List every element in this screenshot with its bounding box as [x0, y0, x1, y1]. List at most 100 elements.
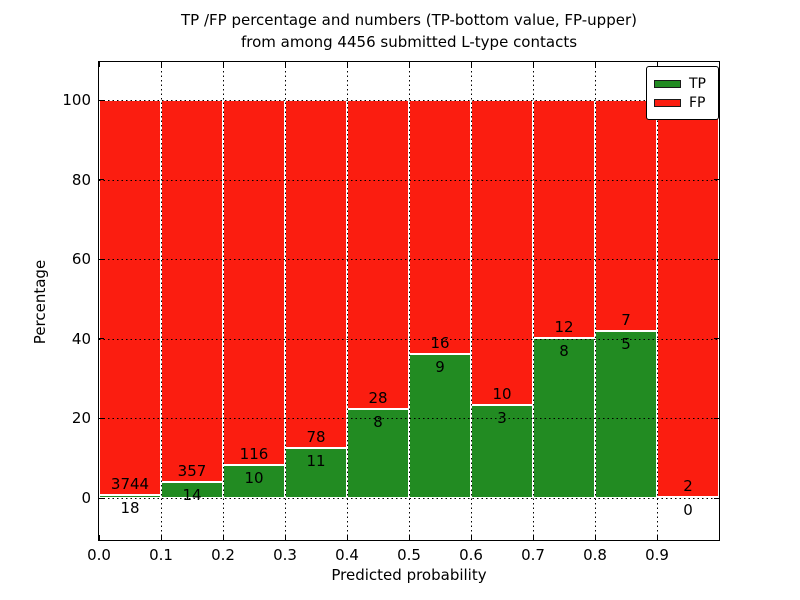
y-tick-mark	[714, 258, 719, 260]
x-tick-label: 0.7	[521, 546, 545, 564]
x-tick-mark	[718, 62, 720, 67]
y-tick-mark	[99, 179, 104, 181]
bar-count-labels: 3744 18 357 14 116 10 78 11 28 8 16 9 10 3 12 8 7 5 2 0	[99, 62, 719, 540]
x-tick-mark	[532, 62, 534, 67]
fp-count-label: 2	[683, 477, 693, 495]
fp-count-label: 3744	[110, 475, 150, 494]
gridline-vertical	[408, 62, 410, 540]
bar-segment-tp	[347, 409, 409, 498]
tp-count-label: 8	[373, 412, 383, 431]
chart-title-line2: from among 4456 submitted L-type contact…	[240, 33, 578, 51]
x-tick-label: 0.8	[583, 546, 607, 564]
bar-segment-tp	[285, 448, 347, 498]
x-tick-mark	[656, 535, 658, 540]
x-tick-mark	[408, 535, 410, 540]
x-tick-mark	[160, 535, 162, 540]
chart-title: TP /FP percentage and numbers (TP-bottom…	[99, 9, 719, 53]
y-tick-mark	[714, 338, 719, 340]
fp-count-label: 116	[239, 445, 269, 464]
x-tick-mark	[284, 535, 286, 540]
x-tick-mark	[284, 62, 286, 67]
y-tick-mark	[99, 497, 104, 499]
x-tick-label: 0.5	[397, 546, 421, 564]
x-tick-label: 0.9	[645, 546, 669, 564]
x-axis-label: Predicted probability	[331, 566, 487, 584]
tp-count-label: 18	[120, 499, 140, 518]
tp-count-label: 8	[559, 341, 569, 360]
x-tick-mark	[470, 535, 472, 540]
fp-count-label: 7	[621, 311, 631, 330]
x-tick-mark	[470, 62, 472, 67]
fp-count-label: 16	[430, 333, 450, 352]
y-tick-label: 100	[62, 91, 91, 109]
gridline-vertical	[656, 62, 658, 540]
bar-segment-fp	[223, 100, 285, 467]
y-tick-label: 80	[71, 170, 91, 189]
chart-title-line1: TP /FP percentage and numbers (TP-bottom…	[181, 11, 637, 29]
tp-legend-label: TP	[689, 75, 706, 92]
x-tick-mark	[408, 62, 410, 67]
y-tick-mark	[714, 417, 719, 419]
gridline-vertical	[222, 62, 224, 540]
gridline-vertical	[594, 62, 596, 540]
y-tick-mark	[99, 417, 104, 419]
y-tick-mark	[99, 99, 104, 101]
gridline-vertical	[470, 62, 472, 540]
x-tick-label: 0.4	[335, 546, 359, 564]
gridline-vertical	[532, 62, 534, 540]
x-tick-mark	[594, 535, 596, 540]
x-tick-mark	[222, 62, 224, 67]
gridline-vertical	[160, 62, 162, 540]
tp-count-label: 14	[182, 485, 202, 504]
y-tick-mark	[99, 258, 104, 260]
x-tick-label: 0.2	[211, 546, 235, 564]
bar-segment-fp	[657, 100, 719, 498]
x-tick-mark	[656, 62, 658, 67]
fp-count-label: 12	[554, 317, 574, 336]
x-tick-label: 0.6	[459, 546, 483, 564]
x-tick-mark	[346, 535, 348, 540]
x-tick-mark	[532, 535, 534, 540]
x-tick-label: 0.3	[273, 546, 297, 564]
x-tick-mark	[98, 535, 100, 540]
tp-count-label: 3	[497, 409, 507, 428]
bar-segment-fp	[595, 100, 657, 333]
y-tick-label: 60	[71, 250, 91, 269]
x-tick-label: 0.1	[149, 546, 173, 564]
gridline-vertical	[346, 62, 348, 540]
x-tick-mark	[160, 62, 162, 67]
fp-count-label: 357	[177, 461, 207, 480]
grid-layer	[98, 62, 720, 540]
fp-count-label: 28	[368, 388, 388, 407]
legend-item-fp: FP	[654, 94, 718, 111]
fp-legend-label: FP	[689, 94, 706, 111]
gridline-vertical	[284, 62, 286, 540]
x-tick-mark	[98, 62, 100, 67]
y-tick-label: 0	[81, 489, 91, 507]
tp-count-label: 9	[435, 357, 445, 376]
legend: TP FP	[646, 66, 719, 120]
tp-count-label: 0	[683, 501, 693, 519]
plot-area: 3744 18 357 14 116 10 78 11 28 8 16 9 10 3 12 8 7 5 2 0 TP …	[98, 61, 720, 541]
tp-count-label: 10	[244, 469, 264, 488]
x-tick-mark	[594, 62, 596, 67]
fp-count-label: 78	[306, 427, 326, 446]
bar-segment-fp	[347, 100, 409, 410]
legend-item-tp: TP	[654, 75, 718, 92]
y-tick-label: 40	[71, 329, 91, 348]
x-tick-mark	[718, 535, 720, 540]
tp-count-label: 5	[621, 335, 631, 354]
bar-segment-fp	[533, 100, 595, 339]
tp-count-label: 11	[306, 451, 326, 470]
x-tick-mark	[346, 62, 348, 67]
x-tick-label: 0.0	[87, 546, 111, 564]
y-tick-label: 20	[71, 409, 91, 428]
y-tick-mark	[99, 338, 104, 340]
y-tick-mark	[714, 179, 719, 181]
y-tick-mark	[714, 497, 719, 499]
bar-segment-tp	[471, 406, 533, 498]
x-tick-mark	[222, 535, 224, 540]
tp-legend-swatch	[654, 79, 681, 88]
fp-legend-swatch	[654, 98, 681, 107]
